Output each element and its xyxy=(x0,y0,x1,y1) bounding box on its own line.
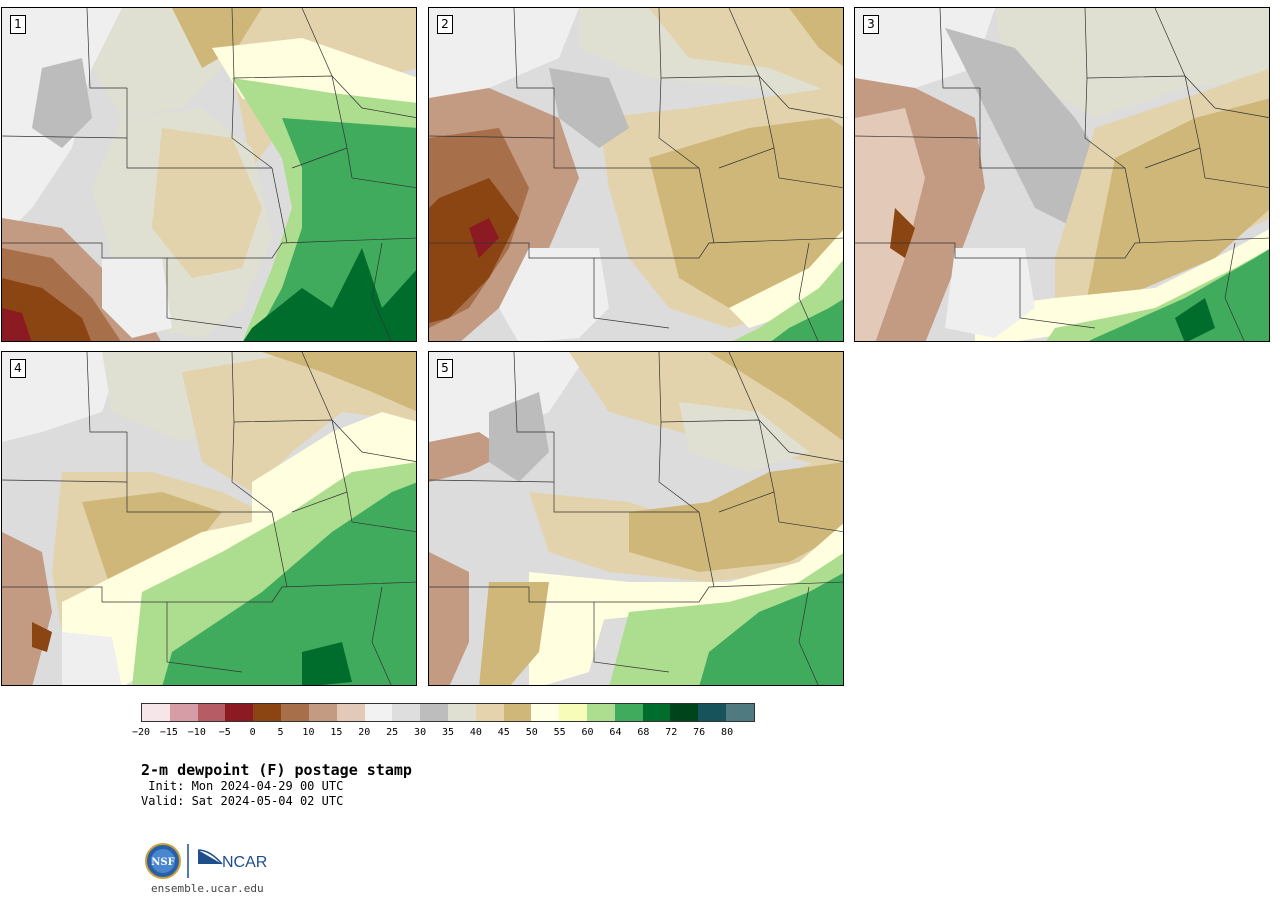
member-label-3: 3 xyxy=(863,15,879,34)
member-panel-1: 1 xyxy=(1,7,417,342)
colorbar-tick: 45 xyxy=(497,727,510,738)
colorbar-swatch-12 xyxy=(475,704,504,721)
colorbar-tick: −15 xyxy=(159,727,178,738)
colorbar-tick: 20 xyxy=(358,727,371,738)
colorbar-tick: 0 xyxy=(249,727,256,738)
colorbar-tick: −5 xyxy=(218,727,231,738)
colorbar-tick: 55 xyxy=(553,727,566,738)
colorbar-tick: 30 xyxy=(414,727,427,738)
colorbar-swatch-15 xyxy=(559,704,587,721)
colorbar-swatch-17 xyxy=(614,704,643,721)
member-label-4: 4 xyxy=(10,359,26,378)
colorbar-tick: 35 xyxy=(441,727,455,738)
colorbar xyxy=(141,703,755,722)
colorbar-swatch-14 xyxy=(531,704,560,721)
nsf-logo-text: NSF xyxy=(151,857,174,868)
colorbar-swatch-9 xyxy=(392,704,421,721)
colorbar-tick: 40 xyxy=(469,727,482,738)
member-label-5: 5 xyxy=(437,359,453,378)
website-url: ensemble.ucar.edu xyxy=(151,882,264,895)
member-panel-4: 4 xyxy=(1,351,417,686)
colorbar-swatch-16 xyxy=(587,704,615,721)
ncar-logo-text: NCAR xyxy=(222,854,267,871)
colorbar-tick-labels: −20 −15 −10 −5 0 5 10 15 20 25 30 35 40 45 50 55 60 64 68 7… xyxy=(132,727,755,741)
colorbar-swatch-7 xyxy=(336,704,365,721)
dewpoint-map-5 xyxy=(429,352,843,685)
dewpoint-map-2 xyxy=(429,8,843,341)
colorbar-tick: 76 xyxy=(693,727,706,738)
colorbar-swatch-11 xyxy=(447,704,476,721)
colorbar-swatch-4 xyxy=(253,704,282,721)
colorbar-tick: 15 xyxy=(330,727,343,738)
valid-time: Valid: Sat 2024-05-04 02 UTC xyxy=(141,794,344,808)
colorbar-swatch-1 xyxy=(169,704,198,721)
member-panel-2: 2 xyxy=(428,7,844,342)
member-label-2: 2 xyxy=(437,15,453,34)
colorbar-swatch-8 xyxy=(364,704,393,721)
colorbar-swatch-21 xyxy=(726,704,754,721)
member-panel-5: 5 xyxy=(428,351,844,686)
colorbar-tick: 64 xyxy=(609,727,622,738)
colorbar-tick: 50 xyxy=(525,727,538,738)
colorbar-tick: 60 xyxy=(581,727,594,738)
colorbar-swatch-10 xyxy=(420,704,448,721)
colorbar-swatch-5 xyxy=(281,704,309,721)
colorbar-swatch-6 xyxy=(308,704,337,721)
colorbar-swatch-20 xyxy=(698,704,727,721)
colorbar-tick: 80 xyxy=(721,727,734,738)
nsf-ncar-logo: NSF NCAR xyxy=(144,842,274,880)
plot-title: 2-m dewpoint (F) postage stamp xyxy=(141,761,412,779)
colorbar-tick: 10 xyxy=(302,727,315,738)
colorbar-swatch-3 xyxy=(225,704,254,721)
dewpoint-map-4 xyxy=(2,352,416,685)
colorbar-swatch-18 xyxy=(642,704,671,721)
colorbar-swatch-19 xyxy=(670,704,699,721)
member-label-1: 1 xyxy=(10,15,26,34)
colorbar-tick: 25 xyxy=(386,727,399,738)
logo-graphic: NSF NCAR xyxy=(145,843,267,879)
colorbar-tick: 5 xyxy=(277,727,284,738)
dewpoint-map-3 xyxy=(855,8,1269,341)
init-time: Init: Mon 2024-04-29 00 UTC xyxy=(141,779,344,793)
member-panel-3: 3 xyxy=(854,7,1270,342)
colorbar-tick: −10 xyxy=(187,727,206,738)
dewpoint-map-1 xyxy=(2,8,416,341)
colorbar-tick: 72 xyxy=(665,727,678,738)
colorbar-tick: −20 xyxy=(131,727,151,738)
colorbar-swatch-2 xyxy=(197,704,226,721)
colorbar-swatch-13 xyxy=(503,704,532,721)
colorbar-tick: 68 xyxy=(637,727,650,738)
colorbar-swatch-0 xyxy=(142,704,170,721)
